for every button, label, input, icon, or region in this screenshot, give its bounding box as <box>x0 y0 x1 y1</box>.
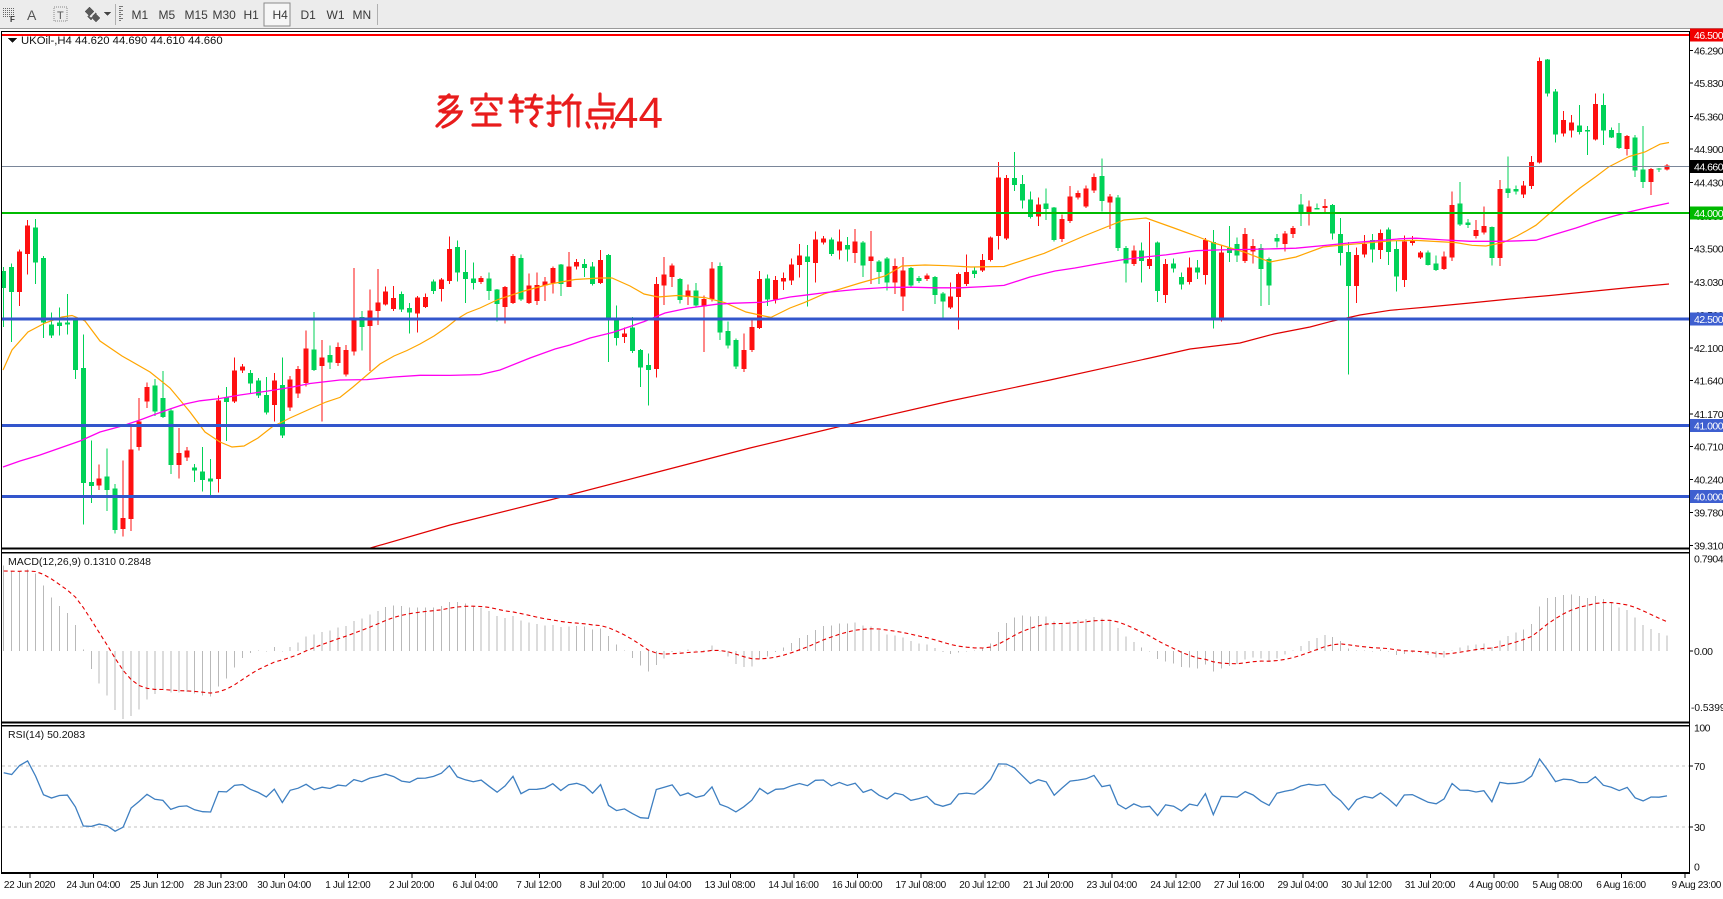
svg-text:-0.5399: -0.5399 <box>1691 703 1723 714</box>
svg-text:24 Jul 12:00: 24 Jul 12:00 <box>1150 880 1201 891</box>
svg-text:13 Jul 08:00: 13 Jul 08:00 <box>705 880 756 891</box>
svg-text:100: 100 <box>1694 723 1711 735</box>
svg-text:39.780: 39.780 <box>1694 507 1723 519</box>
svg-text:27 Jul 16:00: 27 Jul 16:00 <box>1214 880 1265 891</box>
svg-text:41.170: 41.170 <box>1694 409 1723 421</box>
svg-text:41.000: 41.000 <box>1694 421 1723 433</box>
svg-text:W1: W1 <box>327 8 345 22</box>
svg-text:23 Jul 04:00: 23 Jul 04:00 <box>1087 880 1138 891</box>
svg-text:H1: H1 <box>244 8 260 22</box>
svg-text:M30: M30 <box>213 8 237 22</box>
svg-text:44.660: 44.660 <box>1694 161 1723 173</box>
svg-text:10 Jul 04:00: 10 Jul 04:00 <box>641 880 692 891</box>
svg-text:30 Jul 12:00: 30 Jul 12:00 <box>1341 880 1392 891</box>
svg-text:RSI(14) 50.2083: RSI(14) 50.2083 <box>8 729 85 741</box>
svg-text:A: A <box>27 7 37 23</box>
svg-text:0.00: 0.00 <box>1694 646 1713 658</box>
svg-text:9 Aug 23:00: 9 Aug 23:00 <box>1671 880 1721 891</box>
svg-text:40.710: 40.710 <box>1694 441 1723 453</box>
svg-text:M15: M15 <box>185 8 209 22</box>
svg-text:7 Jul 12:00: 7 Jul 12:00 <box>516 880 562 891</box>
svg-text:70: 70 <box>1694 761 1705 773</box>
svg-text:46.500: 46.500 <box>1694 30 1723 42</box>
svg-text:39.310: 39.310 <box>1694 541 1723 553</box>
svg-text:0.7904: 0.7904 <box>1694 554 1723 566</box>
svg-text:6 Jul 04:00: 6 Jul 04:00 <box>453 880 499 891</box>
svg-text:45.830: 45.830 <box>1694 78 1723 90</box>
svg-text:30 Jun 04:00: 30 Jun 04:00 <box>257 880 311 891</box>
svg-text:42.100: 42.100 <box>1694 343 1723 355</box>
svg-text:20 Jul 12:00: 20 Jul 12:00 <box>959 880 1010 891</box>
svg-text:28 Jun 23:00: 28 Jun 23:00 <box>194 880 248 891</box>
svg-text:F: F <box>10 15 15 24</box>
svg-text:MACD(12,26,9) 0.1310 0.2848: MACD(12,26,9) 0.1310 0.2848 <box>8 556 151 568</box>
svg-text:14 Jul 16:00: 14 Jul 16:00 <box>768 880 819 891</box>
svg-text:44.430: 44.430 <box>1694 178 1723 190</box>
svg-text:44.000: 44.000 <box>1694 208 1723 220</box>
svg-text:MN: MN <box>353 8 372 22</box>
svg-text:24 Jun 04:00: 24 Jun 04:00 <box>66 880 120 891</box>
svg-text:42.500: 42.500 <box>1694 314 1723 326</box>
svg-text:8 Jul 20:00: 8 Jul 20:00 <box>580 880 626 891</box>
svg-text:1 Jul 12:00: 1 Jul 12:00 <box>325 880 371 891</box>
svg-text:30: 30 <box>1694 822 1705 834</box>
svg-text:43.030: 43.030 <box>1694 277 1723 289</box>
svg-text:40.000: 40.000 <box>1694 492 1723 504</box>
svg-text:H4: H4 <box>273 8 289 22</box>
svg-text:16 Jul 00:00: 16 Jul 00:00 <box>832 880 883 891</box>
svg-text:M1: M1 <box>132 8 149 22</box>
svg-text:UKOil-,H4 44.620 44.690 44.61: UKOil-,H4 44.620 44.690 44.610 44.660 <box>21 35 223 47</box>
svg-text:40.240: 40.240 <box>1694 475 1723 487</box>
svg-text:25 Jun 12:00: 25 Jun 12:00 <box>130 880 184 891</box>
svg-text:44: 44 <box>614 89 663 138</box>
svg-text:43.500: 43.500 <box>1694 244 1723 256</box>
svg-text:45.360: 45.360 <box>1694 112 1723 124</box>
svg-text:5 Aug 08:00: 5 Aug 08:00 <box>1533 880 1583 891</box>
svg-text:17 Jul 08:00: 17 Jul 08:00 <box>896 880 947 891</box>
svg-text:T: T <box>57 10 64 22</box>
svg-text:44.900: 44.900 <box>1694 144 1723 156</box>
svg-text:46.290: 46.290 <box>1694 46 1723 58</box>
svg-text:6 Aug 16:00: 6 Aug 16:00 <box>1596 880 1646 891</box>
svg-text:21 Jul 20:00: 21 Jul 20:00 <box>1023 880 1074 891</box>
svg-text:31 Jul 20:00: 31 Jul 20:00 <box>1405 880 1456 891</box>
svg-text:41.640: 41.640 <box>1694 375 1723 387</box>
svg-text:2 Jul 20:00: 2 Jul 20:00 <box>389 880 435 891</box>
svg-text:D1: D1 <box>301 8 317 22</box>
svg-text:4 Aug 00:00: 4 Aug 00:00 <box>1469 880 1519 891</box>
svg-text:22 Jun 2020: 22 Jun 2020 <box>4 880 56 891</box>
svg-text:0: 0 <box>1694 862 1700 874</box>
svg-text:29 Jul 04:00: 29 Jul 04:00 <box>1278 880 1329 891</box>
svg-text:M5: M5 <box>159 8 176 22</box>
